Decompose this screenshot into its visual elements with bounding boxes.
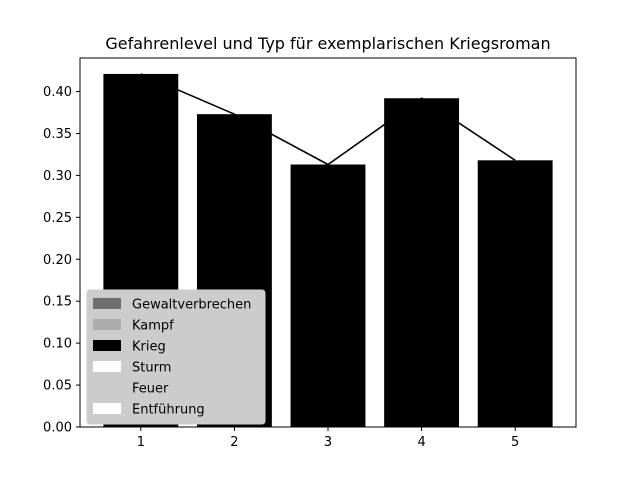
y-tick-label-2: 0.10 bbox=[43, 337, 72, 352]
legend-swatch-3 bbox=[93, 361, 121, 372]
legend-label-0: Gewaltverbrechen bbox=[132, 298, 251, 313]
y-tick-label-1: 0.05 bbox=[43, 379, 72, 394]
legend-swatch-1 bbox=[93, 319, 121, 330]
y-tick-label-4: 0.20 bbox=[43, 253, 72, 268]
x-tick-label-4: 4 bbox=[417, 435, 425, 450]
y-tick-label-5: 0.25 bbox=[43, 211, 72, 226]
y-tick-label-0: 0.00 bbox=[43, 421, 72, 436]
bar-3 bbox=[290, 164, 366, 427]
x-tick-label-3: 3 bbox=[324, 435, 332, 450]
x-tick-label-5: 5 bbox=[511, 435, 519, 450]
y-tick-label-7: 0.35 bbox=[43, 127, 72, 142]
y-tick-label-8: 0.40 bbox=[43, 85, 72, 100]
x-tick-label-1: 1 bbox=[137, 435, 145, 450]
legend-label-3: Sturm bbox=[132, 361, 171, 376]
legend-swatch-5 bbox=[93, 403, 121, 414]
bar-5 bbox=[477, 160, 553, 427]
y-tick-label-3: 0.15 bbox=[43, 295, 72, 310]
legend-label-1: Kampf bbox=[132, 319, 174, 334]
plot-area: 1 2 3 4 5 0.00 0.05 0.10 0.15 0.20 0.25 0.30 0.35 0.4… bbox=[43, 57, 577, 450]
legend-label-5: Entführung bbox=[132, 403, 205, 418]
series-line bbox=[140, 73, 516, 166]
legend-swatch-4 bbox=[93, 382, 121, 393]
legend-swatch-2 bbox=[93, 340, 121, 351]
x-tick-label-2: 2 bbox=[230, 435, 238, 450]
y-tick-label-6: 0.30 bbox=[43, 169, 72, 184]
legend-label-4: Feuer bbox=[132, 382, 169, 397]
bar-4 bbox=[384, 98, 460, 427]
legend-label-2: Krieg bbox=[132, 340, 166, 355]
legend-box bbox=[86, 289, 266, 425]
legend-swatch-0 bbox=[93, 298, 121, 309]
chart-title: Gefahrenlevel und Typ für exemplarischen… bbox=[105, 34, 550, 53]
